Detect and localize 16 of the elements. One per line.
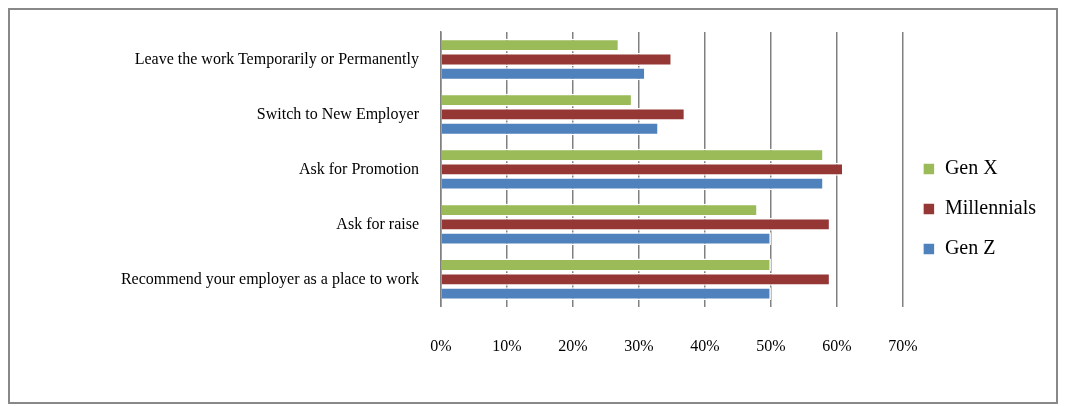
y-tick-label: Recommend your employer as a place to work	[120, 269, 419, 288]
x-tick-label: 20%	[558, 336, 588, 354]
x-tick-label: 40%	[690, 336, 720, 354]
x-tick-label: 10%	[492, 336, 522, 354]
y-tick-label: Leave the work Temporarily or Permanently	[134, 49, 419, 68]
x-tick-label: 0%	[430, 336, 452, 354]
x-tick-label: 30%	[624, 336, 654, 354]
x-tick-label: 60%	[822, 336, 852, 354]
x-tick-label: 50%	[756, 336, 786, 354]
y-tick-label: Switch to New Employer	[256, 104, 420, 123]
legend-label: Millennials	[944, 196, 1037, 219]
y-tick-label: Ask for Promotion	[299, 159, 419, 177]
legend-label: Gen X	[944, 156, 999, 179]
legend-label: Gen Z	[944, 236, 996, 259]
x-tick-label: 70%	[888, 336, 918, 354]
y-tick-label: Ask for raise	[336, 214, 419, 232]
